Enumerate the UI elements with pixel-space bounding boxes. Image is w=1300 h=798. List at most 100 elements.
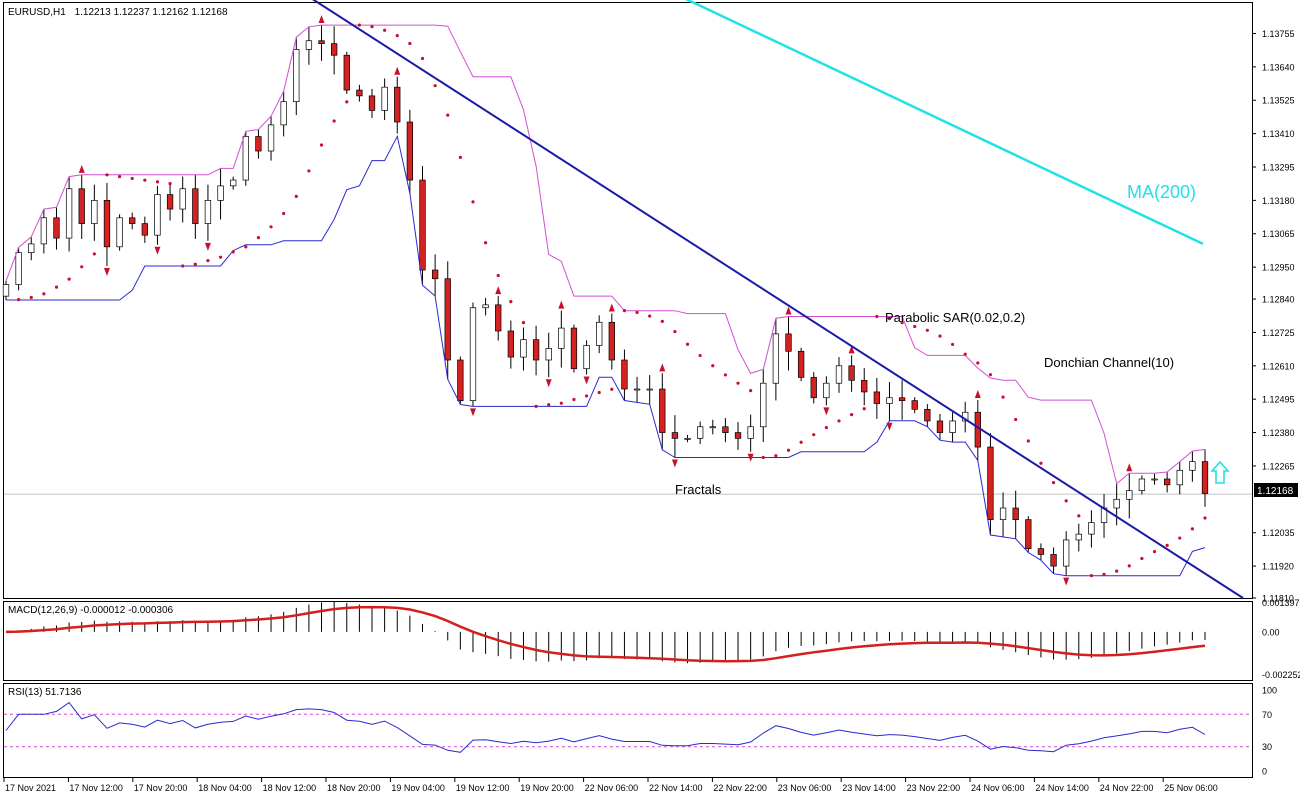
price-tick-label: 1.13295 xyxy=(1262,162,1295,172)
candle xyxy=(356,89,363,97)
parabolic-sar-dot xyxy=(307,169,311,173)
parabolic-sar-dot xyxy=(408,41,412,46)
parabolic-sar-dot xyxy=(749,389,753,393)
time-tick-label: 24 Nov 06:00 xyxy=(971,783,1025,793)
candle xyxy=(103,200,111,248)
fractal-down-marker xyxy=(545,379,552,388)
candle xyxy=(255,136,262,152)
parabolic-sar-dot xyxy=(837,419,841,423)
parabolic-sar-dot xyxy=(976,361,980,365)
parabolic-sar-dot xyxy=(559,401,563,405)
candle xyxy=(482,304,489,309)
time-tick-label: 19 Nov 04:00 xyxy=(391,783,445,793)
candle xyxy=(431,269,439,280)
candle xyxy=(810,377,817,399)
fractal-up-marker xyxy=(974,390,981,399)
candle xyxy=(1088,522,1095,535)
macd-tick-label: -0.002252 xyxy=(1262,670,1300,680)
parabolic-sar-dot xyxy=(950,342,955,347)
macd-panel[interactable] xyxy=(3,601,1253,681)
candle xyxy=(1113,498,1120,509)
parabolic-sar-dot xyxy=(862,407,866,411)
parabolic-sar-dot xyxy=(547,403,551,407)
fractal-down-marker xyxy=(823,407,830,416)
candle xyxy=(469,307,477,401)
candle xyxy=(318,40,325,44)
parabolic-sar-dot xyxy=(1089,574,1094,578)
parabolic-sar-dot xyxy=(673,330,677,334)
rsi-panel[interactable] xyxy=(3,683,1253,778)
time-tick-label: 22 Nov 22:00 xyxy=(713,783,767,793)
candle xyxy=(848,365,855,381)
parabolic-sar-dot xyxy=(117,175,122,179)
fractal-down-marker xyxy=(747,453,754,462)
parabolic-sar-dot xyxy=(282,211,286,216)
time-tick-label: 18 Nov 20:00 xyxy=(327,783,381,793)
candle xyxy=(936,420,944,433)
candle xyxy=(166,194,174,210)
time-tick-label: 19 Nov 20:00 xyxy=(520,783,574,793)
parabolic-sar-dot xyxy=(685,342,690,346)
candle xyxy=(267,124,275,152)
parabolic-sar-dot xyxy=(1102,572,1106,576)
fractal-up-marker xyxy=(848,345,855,354)
parabolic-sar-dot xyxy=(509,300,513,304)
parabolic-sar-dot xyxy=(193,262,197,266)
candle xyxy=(1176,469,1183,486)
parabolic-sar-dot xyxy=(786,448,791,452)
candle xyxy=(91,200,98,224)
parabolic-sar-dot xyxy=(648,314,652,318)
candle xyxy=(154,194,161,236)
parabolic-sar-dot xyxy=(824,425,828,430)
time-tick-label: 23 Nov 06:00 xyxy=(778,783,832,793)
candle xyxy=(1126,490,1133,500)
parabolic-sar-dot xyxy=(1064,499,1068,503)
price-tick-label: 1.12950 xyxy=(1262,263,1295,273)
parabolic-sar-dot xyxy=(1051,481,1056,485)
parabolic-sar-dot xyxy=(1001,395,1005,399)
parabolic-sar-dot xyxy=(446,113,450,117)
time-tick-label: 23 Nov 22:00 xyxy=(907,783,961,793)
donchian-label: Donchian Channel(10) xyxy=(1044,355,1174,370)
candle xyxy=(2,284,10,297)
candle xyxy=(305,40,313,50)
candle xyxy=(280,101,287,126)
candle xyxy=(1050,554,1057,567)
parabolic-sar-dot xyxy=(155,180,160,184)
rsi-line xyxy=(5,701,1206,753)
parabolic-sar-dot xyxy=(294,194,298,198)
candle xyxy=(621,359,628,390)
candle xyxy=(204,200,212,224)
parabolic-sar-dot xyxy=(420,56,425,61)
candle xyxy=(394,86,401,123)
candle xyxy=(15,252,22,285)
parabolic-sar-dot xyxy=(1203,516,1207,520)
parabolic-sar-dot xyxy=(1127,564,1131,568)
candle xyxy=(596,321,603,346)
candle xyxy=(1075,533,1082,541)
candle xyxy=(772,333,780,384)
candle xyxy=(873,391,881,404)
parabolic-sar-dot xyxy=(711,364,715,368)
candle xyxy=(697,426,704,439)
candle xyxy=(495,304,502,332)
main-price-panel[interactable] xyxy=(3,2,1253,599)
candle xyxy=(116,217,123,248)
price-tick-label: 1.13410 xyxy=(1262,129,1295,139)
parabolic-sar-dot xyxy=(244,245,248,249)
parabolic-sar-dot xyxy=(572,397,576,402)
parabolic-sar-dot xyxy=(850,413,854,417)
parabolic-sar-dot xyxy=(332,119,336,123)
time-tick-label: 23 Nov 14:00 xyxy=(842,783,896,793)
ma200-line xyxy=(685,0,1204,246)
candle xyxy=(987,446,994,520)
parabolic-sar-dot xyxy=(900,321,904,325)
current-price-tag: 1.12168 xyxy=(1254,483,1298,497)
candle xyxy=(141,223,148,236)
parabolic-sar-dot xyxy=(345,100,349,104)
candle xyxy=(457,359,464,401)
candle xyxy=(78,188,85,224)
fractal-up-marker xyxy=(608,303,615,312)
fractal-up-marker xyxy=(1126,463,1133,472)
